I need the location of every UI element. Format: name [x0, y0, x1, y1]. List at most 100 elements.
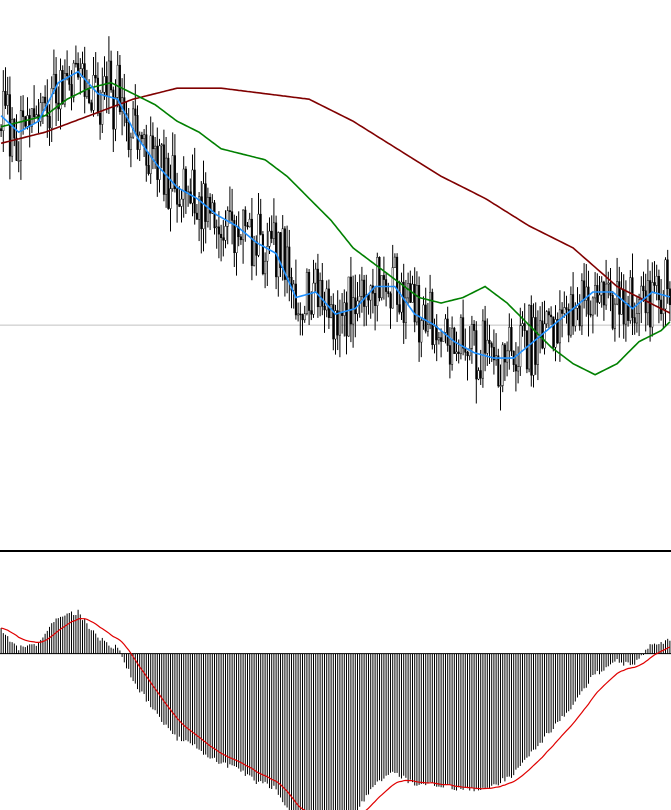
candle-body — [156, 145, 159, 180]
candle-body — [316, 268, 319, 308]
candle-body — [578, 305, 581, 327]
candle-body — [363, 279, 366, 307]
candle-body — [543, 323, 546, 349]
candle-body — [0, 128, 3, 132]
candle-body — [231, 211, 234, 221]
candle-body — [415, 285, 418, 323]
candle-body — [525, 330, 528, 370]
candle-body — [248, 218, 251, 228]
candle-body — [508, 327, 511, 352]
candle-body — [74, 62, 77, 65]
candle-body — [486, 339, 489, 354]
candle-body — [330, 304, 333, 318]
candle-body — [554, 319, 557, 348]
candle-body — [418, 285, 421, 343]
candle-body — [622, 289, 625, 325]
candle-body — [264, 260, 267, 275]
candle-body — [391, 267, 394, 309]
candle-body — [202, 183, 205, 230]
candle-body — [655, 275, 658, 286]
candle-body — [398, 304, 401, 313]
candle-body — [587, 286, 590, 315]
candle-body — [99, 113, 102, 125]
candle-body — [539, 320, 542, 336]
candle-body — [217, 226, 220, 235]
candle-body — [506, 350, 509, 363]
candle-body — [488, 339, 491, 344]
candle-body — [270, 230, 273, 239]
candle-body — [547, 311, 550, 316]
candle-body — [638, 299, 641, 314]
candle-body — [424, 304, 427, 332]
candle-body — [41, 96, 44, 103]
candle-body — [523, 323, 526, 331]
candle-body — [635, 313, 638, 324]
candle-body — [279, 232, 282, 268]
candle-body — [631, 277, 634, 318]
candle-body — [4, 90, 7, 106]
candle-body — [596, 285, 599, 303]
candle-body — [462, 317, 465, 349]
candle-body — [176, 188, 179, 205]
candle-body — [228, 210, 231, 212]
candle-body — [550, 314, 553, 318]
candle-body — [624, 303, 627, 325]
candle-body — [178, 204, 181, 207]
ma-fast-line — [0, 70, 671, 359]
candle-body — [118, 64, 121, 113]
candle-body — [294, 283, 297, 316]
candle-body — [455, 351, 458, 354]
candle-body — [132, 108, 135, 138]
candle-body — [160, 144, 163, 147]
candle-body — [151, 135, 154, 150]
candle-body — [358, 296, 361, 302]
candle-body — [239, 236, 242, 241]
candle-body — [598, 294, 601, 303]
candle-body — [191, 169, 194, 204]
candle-body — [629, 277, 632, 321]
candle-body — [585, 286, 588, 301]
candle-body — [242, 209, 245, 241]
candle-body — [561, 309, 564, 314]
candle-body — [305, 271, 308, 314]
candle-body — [88, 89, 91, 103]
candle-body — [378, 257, 381, 299]
candle-body — [484, 320, 487, 354]
candle-body — [290, 277, 293, 291]
candle-body — [402, 281, 405, 323]
candle-body — [583, 280, 586, 301]
candle-body — [569, 294, 572, 336]
candle-body — [281, 228, 284, 268]
candle-body — [580, 280, 583, 327]
candle-body — [200, 196, 203, 230]
candle-body — [314, 268, 317, 284]
candle-body — [653, 282, 656, 286]
candle-body — [514, 364, 517, 372]
candle-body — [470, 323, 473, 349]
oscillator-panel — [0, 553, 671, 810]
candle-body — [429, 291, 432, 326]
candle-body — [96, 77, 99, 114]
price-panel-bg — [0, 0, 671, 551]
candle-body — [204, 183, 207, 222]
candle-body — [325, 288, 328, 311]
candle-body — [431, 291, 434, 345]
candle-body — [257, 213, 260, 256]
candle-body — [387, 291, 390, 294]
candle-body — [301, 314, 304, 321]
candle-body — [409, 283, 412, 303]
candle-body — [530, 305, 533, 376]
candle-body — [501, 344, 504, 386]
candle-body — [446, 318, 449, 346]
candle-body — [448, 345, 451, 365]
candle-body — [61, 70, 64, 105]
candle-body — [268, 230, 271, 247]
candle-body — [556, 319, 559, 344]
candle-body — [116, 64, 119, 98]
candle-body — [70, 84, 73, 98]
candle-body — [393, 256, 396, 268]
candle-body — [171, 155, 174, 189]
candle-body — [616, 281, 619, 305]
candle-body — [275, 222, 278, 278]
